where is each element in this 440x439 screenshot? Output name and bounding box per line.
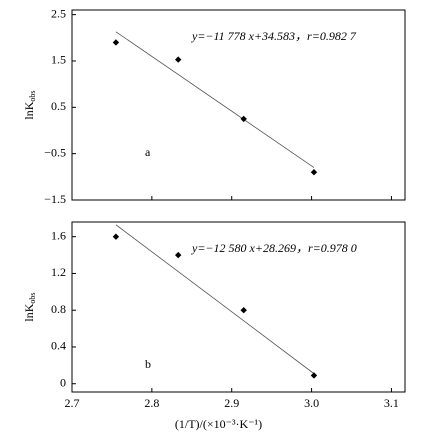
panel-label: a xyxy=(145,145,151,159)
y-tick-label: −0.5 xyxy=(44,145,66,159)
y-tick-label: 2.5 xyxy=(51,6,66,20)
y-tick-label: 0.4 xyxy=(51,339,66,353)
data-point xyxy=(310,168,318,176)
data-point xyxy=(240,115,247,123)
y-label-main: lnK xyxy=(22,101,36,119)
plot-frame xyxy=(71,9,406,201)
x-tick-label: 2.9 xyxy=(224,396,239,410)
data-point xyxy=(175,251,182,259)
data-point xyxy=(112,233,120,240)
x-tick-label: 3.0 xyxy=(304,396,319,410)
y-axis-label: lnKobs xyxy=(22,292,37,321)
fit-annotation: y=−11 778 x+34.583，r=0.982 7 xyxy=(191,29,357,43)
y-label-sub: obs xyxy=(28,90,37,101)
data-point xyxy=(112,39,120,46)
y-tick-label: 0.8 xyxy=(51,302,66,316)
data-point xyxy=(310,372,318,379)
y-tick-label: 1.5 xyxy=(51,53,66,67)
plot-frame xyxy=(71,221,406,393)
y-tick-label: 1.2 xyxy=(51,265,66,279)
y-axis-label: lnKobs xyxy=(22,90,37,119)
x-tick-label: 2.7 xyxy=(65,396,80,410)
y-tick-label: −1.5 xyxy=(44,192,66,206)
panel-label: b xyxy=(145,357,151,371)
y-tick-label: 0.5 xyxy=(51,99,66,113)
y-tick-label: 1.6 xyxy=(51,228,66,242)
x-axis-label: (1/T)/(×10⁻³·K⁻¹) xyxy=(175,417,262,431)
fit-line xyxy=(115,224,315,374)
fit-annotation: y=−12 580 x+28.269，r=0.978 0 xyxy=(191,241,357,255)
data-point xyxy=(175,56,182,63)
data-point xyxy=(240,307,247,314)
fit-line xyxy=(115,31,315,168)
y-tick-label: 0 xyxy=(60,375,66,389)
y-label-sub: obs xyxy=(28,292,37,303)
x-tick-label: 2.8 xyxy=(144,396,159,410)
y-label-main: lnK xyxy=(22,303,36,321)
x-tick-label: 3.1 xyxy=(384,396,399,410)
